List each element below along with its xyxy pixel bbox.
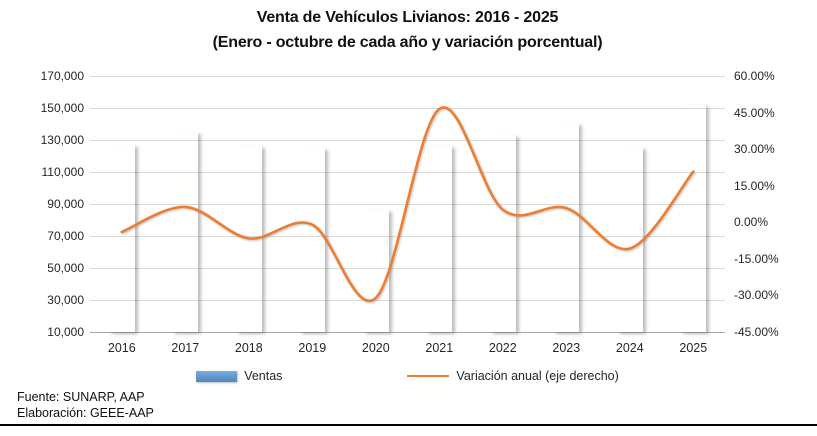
line-series-swatch bbox=[407, 375, 450, 377]
elaboration-note: Elaboración: GEEE-AAP bbox=[17, 406, 154, 420]
legend-item-variacion: Variación anual (eje derecho) bbox=[407, 369, 619, 383]
x-axis-line bbox=[90, 332, 725, 333]
y-left-tick-label: 110,000 bbox=[41, 165, 85, 179]
y-left-tick-label: 30,000 bbox=[47, 293, 84, 307]
bottom-border-line bbox=[0, 424, 817, 426]
legend-label: Variación anual (eje derecho) bbox=[456, 369, 619, 383]
x-tick-label-2025: 2025 bbox=[679, 341, 708, 355]
y-right-tick-label: 60.00% bbox=[734, 69, 775, 83]
bar-series-swatch bbox=[196, 370, 238, 382]
y-left-tick-label: 130,000 bbox=[40, 133, 84, 147]
x-tick-label-2019: 2019 bbox=[298, 341, 327, 355]
legend: Ventas Variación anual (eje derecho) bbox=[90, 367, 725, 385]
x-tick-label-2022: 2022 bbox=[488, 341, 517, 355]
x-tick-label-2020: 2020 bbox=[361, 341, 390, 355]
legend-label: Ventas bbox=[244, 369, 283, 383]
variation-line-series bbox=[120, 106, 695, 302]
y-left-tick-label: 90,000 bbox=[47, 197, 84, 211]
y-right-tick-label: -30.00% bbox=[734, 288, 779, 303]
x-tick-label-2018: 2018 bbox=[234, 341, 263, 355]
gridline bbox=[90, 140, 725, 141]
y-right-tick-label: -15.00% bbox=[734, 251, 779, 266]
legend-item-ventas: Ventas bbox=[196, 369, 282, 383]
y-left-tick-label: 70,000 bbox=[47, 229, 84, 243]
y-right-tick-label: 0.00% bbox=[734, 215, 769, 230]
y-right-tick-label: 15.00% bbox=[734, 178, 775, 193]
x-tick-label-2017: 2017 bbox=[171, 341, 200, 355]
y-left-tick-label: 10,000 bbox=[47, 325, 84, 339]
y-right-tick-label: -45.00% bbox=[734, 325, 779, 339]
gridline bbox=[90, 300, 725, 301]
y-left-tick-label: 150,000 bbox=[40, 101, 84, 115]
x-tick-label-2021: 2021 bbox=[425, 341, 454, 355]
x-tick-label-2024: 2024 bbox=[615, 341, 644, 355]
gridline bbox=[90, 108, 725, 109]
y-left-tick-label: 170,000 bbox=[40, 69, 84, 83]
x-tick-label-2023: 2023 bbox=[552, 341, 581, 355]
y-left-tick-label: 50,000 bbox=[47, 261, 84, 275]
x-tick-label-2016: 2016 bbox=[107, 341, 136, 355]
gridline bbox=[90, 268, 725, 269]
gridline bbox=[90, 236, 725, 237]
plot-area bbox=[90, 76, 725, 333]
y-right-tick-label: 30.00% bbox=[734, 142, 775, 157]
chart-subtitle: (Enero - octubre de cada año y variación… bbox=[212, 34, 603, 51]
source-note: Fuente: SUNARP, AAP bbox=[17, 390, 145, 404]
gridline bbox=[90, 172, 725, 173]
y-right-tick-label: 45.00% bbox=[734, 105, 775, 120]
chart-title: Venta de Vehículos Livianos: 2016 - 2025 bbox=[256, 9, 559, 26]
gridline bbox=[90, 76, 725, 77]
